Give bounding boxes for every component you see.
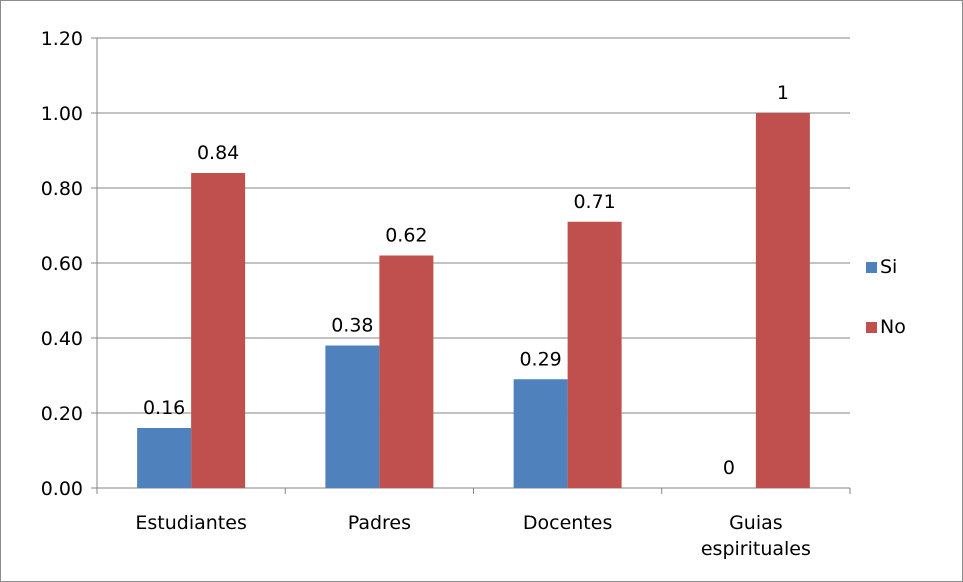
category-label: Docentes: [523, 512, 612, 534]
bar-no: [567, 221, 622, 488]
y-tick-label: 0.20: [41, 403, 83, 425]
bar-si: [137, 428, 192, 488]
data-label: 0.16: [143, 397, 185, 419]
y-tick-label: 0.80: [41, 178, 83, 200]
legend-swatch-no: [866, 322, 877, 333]
y-tick-label: 0.00: [41, 478, 83, 500]
bar-no: [379, 255, 434, 488]
legend-swatch-si: [866, 262, 877, 273]
category-label: Guias: [729, 512, 783, 534]
data-labels: 0.16 0.84 0.38 0.62 0.29 0.71 0 1: [143, 82, 789, 479]
legend-label: Si: [880, 256, 897, 278]
legend-label: No: [880, 316, 906, 338]
y-tick-label: 0.40: [41, 328, 83, 350]
bar-si: [513, 379, 568, 488]
bar-no: [191, 173, 246, 488]
bars: [137, 113, 810, 488]
data-label: 0: [723, 457, 735, 479]
y-axis-tick-labels: 0.00 0.20 0.40 0.60 0.80 1.00 1.20: [41, 28, 83, 500]
data-label: 0.38: [331, 315, 373, 337]
bar-no: [755, 113, 810, 488]
category-label: espirituales: [701, 538, 811, 560]
x-axis-category-labels: Estudiantes Padres Docentes Guias espiritual…: [135, 512, 811, 560]
data-label: 0.71: [573, 191, 615, 213]
bar-si: [325, 345, 380, 488]
y-tick-label: 1.00: [41, 103, 83, 125]
data-label: 1: [777, 82, 789, 104]
data-label: 0.62: [385, 225, 427, 247]
data-label: 0.29: [519, 348, 561, 370]
category-label: Padres: [348, 512, 411, 534]
y-tick-label: 0.60: [41, 253, 83, 275]
category-label: Estudiantes: [135, 512, 246, 534]
legend: Si No: [866, 256, 906, 338]
data-label: 0.84: [197, 142, 239, 164]
y-tick-label: 1.20: [41, 28, 83, 50]
axes: [91, 37, 851, 494]
